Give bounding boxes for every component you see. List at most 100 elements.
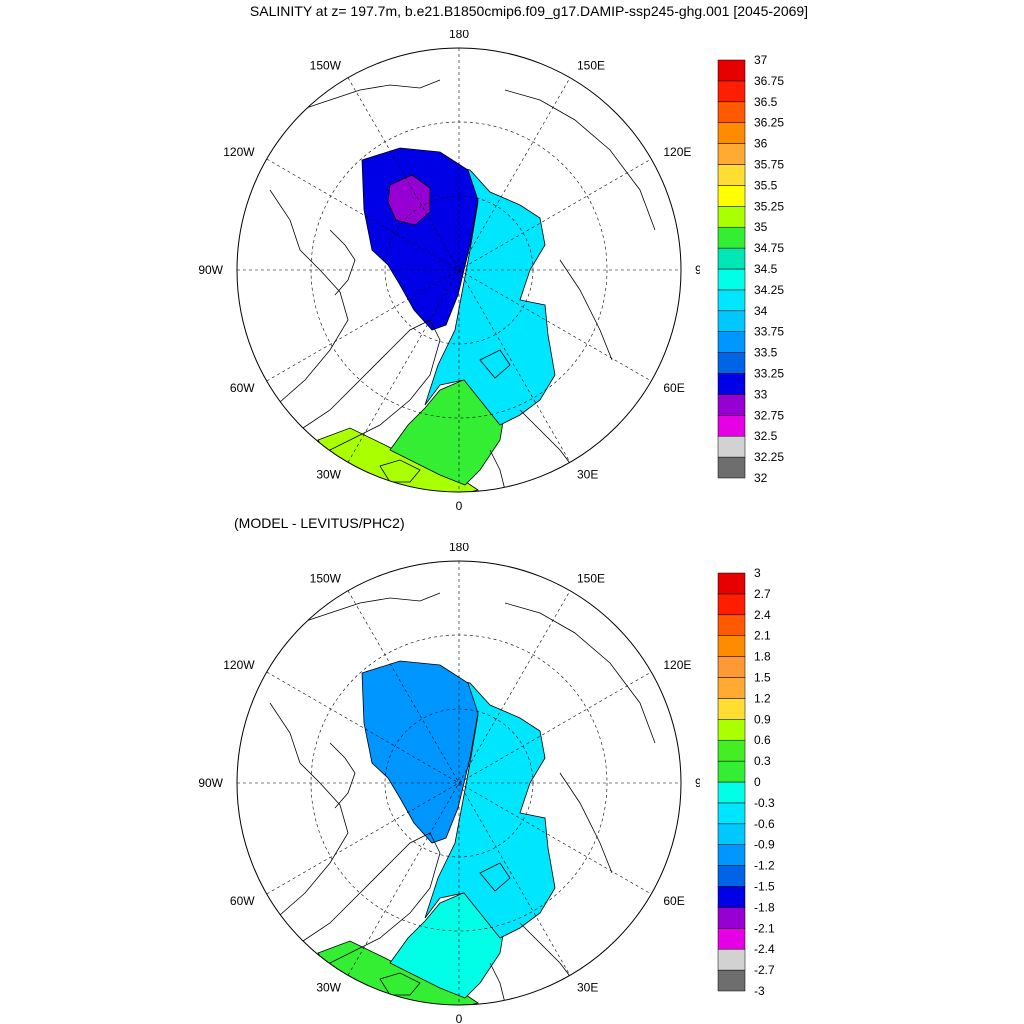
colorbar-swatch xyxy=(717,948,746,971)
lon-label-top: 180 xyxy=(449,543,469,554)
colorbar-tick-label: -3 xyxy=(754,984,765,998)
colorbar-tick-label: 35.5 xyxy=(754,178,778,192)
colorbar-tick-label: -1.8 xyxy=(754,900,775,914)
lon-label-bottom: 0 xyxy=(456,1012,463,1023)
colorbar-swatch xyxy=(717,572,746,595)
coastline xyxy=(264,189,349,421)
lon-label-bottom-left: 30W xyxy=(316,467,341,481)
colorbar-swatch xyxy=(717,331,746,353)
coastline xyxy=(329,742,356,809)
coastline xyxy=(299,592,441,624)
colorbar-swatch xyxy=(717,394,746,416)
chart-subtitle: (MODEL - LEVITUS/PHC2) xyxy=(234,515,405,531)
colorbar-swatch xyxy=(717,101,746,123)
coastline xyxy=(299,319,441,461)
colorbar-tick-label: 36 xyxy=(754,137,768,151)
lon-label-left: 90W xyxy=(198,263,223,277)
colorbar-tick-label: 1.8 xyxy=(754,650,771,664)
difference-polar-map: 180 150E 120E 90E 60E 30E 0 30W 60W 90W 120W 150W xyxy=(198,543,700,1023)
colorbar-tick-label: -2.4 xyxy=(754,942,775,956)
lon-label-upper-right: 120E xyxy=(663,145,691,159)
colorbar-tick-label: -2.7 xyxy=(754,963,775,977)
colorbar-tick-label: -2.1 xyxy=(754,921,775,935)
colorbar-swatch xyxy=(717,698,746,720)
salinity-colorbar: 32 32.25 32.5 32.75 33 33.25 33.5 33.75 34 34.25 3… xyxy=(717,53,784,485)
colorbar-tick-label: -1.5 xyxy=(754,880,775,894)
colorbar-swatch xyxy=(717,844,746,866)
lon-label-upper-left: 120W xyxy=(223,658,255,672)
lon-label-top: 180 xyxy=(449,30,469,41)
colorbar-swatch xyxy=(717,456,746,479)
colorbar-tick-label: 1.2 xyxy=(754,691,771,705)
lon-label-upper-right: 120E xyxy=(663,658,691,672)
colorbar-tick-label: 3 xyxy=(754,566,761,580)
colorbar-tick-label: 36.5 xyxy=(754,95,778,109)
coastline xyxy=(559,772,613,874)
lon-label-top-right: 150E xyxy=(577,59,605,73)
coastline xyxy=(489,962,506,1005)
colorbar-tick-label: 34 xyxy=(754,304,768,318)
colorbar-tick-label: 34.25 xyxy=(754,283,784,297)
colorbar-swatch xyxy=(717,739,746,762)
colorbar-tick-label: 0 xyxy=(754,775,761,789)
lon-label-lower-left: 60W xyxy=(230,894,255,908)
colorbar-tick-label: 34.75 xyxy=(754,241,784,255)
colorbar-swatch xyxy=(717,206,746,228)
colorbar-tick-label: 0.9 xyxy=(754,712,771,726)
colorbar-tick-label: 33.75 xyxy=(754,325,784,339)
coastline xyxy=(379,459,421,483)
region-canada-basin xyxy=(361,660,479,844)
map-boundary xyxy=(236,47,682,493)
colorbar-tick-label: 35.25 xyxy=(754,199,784,213)
colorbar-swatch xyxy=(717,593,746,616)
colorbar-tick-label: 36.75 xyxy=(754,74,784,88)
colorbar-swatch xyxy=(717,886,746,908)
colorbar-swatch xyxy=(717,865,746,887)
colorbar-swatch xyxy=(717,928,746,950)
colorbar-tick-label: 35.75 xyxy=(754,158,784,172)
lon-label-lower-left: 60W xyxy=(230,381,255,395)
colorbar-swatch xyxy=(717,164,746,186)
lon-label-upper-left: 120W xyxy=(223,145,255,159)
colorbar-tick-label: 32.75 xyxy=(754,408,784,422)
lon-label-bottom-left: 30W xyxy=(316,980,341,994)
colorbar-tick-label: 0.3 xyxy=(754,754,771,768)
coastline xyxy=(479,349,511,379)
lon-label-left: 90W xyxy=(198,776,223,790)
colorbar-tick-label: 33.5 xyxy=(754,346,778,360)
colorbar-tick-label: 36.25 xyxy=(754,116,784,130)
colorbar-swatch xyxy=(717,80,746,103)
colorbar-swatch xyxy=(717,719,746,741)
colorbar-swatch xyxy=(717,247,746,270)
colorbar-tick-label: 0.6 xyxy=(754,733,771,747)
colorbar-tick-label: 32.5 xyxy=(754,429,778,443)
meridian-line xyxy=(347,77,571,463)
colorbar-swatch xyxy=(717,59,746,82)
colorbar-tick-label: 2.1 xyxy=(754,629,771,643)
colorbar-tick-label: -0.3 xyxy=(754,796,775,810)
coastline xyxy=(504,602,656,744)
region-eurasian-basin xyxy=(424,677,556,939)
colorbar-swatch xyxy=(717,435,746,458)
coastline xyxy=(264,702,349,934)
colorbar-tick-label: 37 xyxy=(754,53,768,67)
colorbar-swatch xyxy=(717,802,746,825)
colorbar-swatch xyxy=(717,781,746,804)
lon-label-top-left: 150W xyxy=(310,572,342,586)
coastline xyxy=(379,972,421,996)
lon-label-right: 90E xyxy=(695,776,700,790)
colorbar-swatch xyxy=(717,907,746,929)
colorbar-tick-label: 1.5 xyxy=(754,671,771,685)
colorbar-swatch xyxy=(717,226,746,249)
colorbar-tick-label: -1.2 xyxy=(754,859,775,873)
colorbar-swatch xyxy=(717,289,746,312)
colorbar-tick-label: 32 xyxy=(754,471,768,485)
colorbar-tick-label: 32.25 xyxy=(754,450,784,464)
lon-label-lower-right: 60E xyxy=(663,381,684,395)
colorbar-tick-label: 35 xyxy=(754,220,768,234)
colorbar-swatch xyxy=(717,635,746,657)
coastline xyxy=(299,79,441,111)
colorbar-swatch xyxy=(717,677,746,699)
colorbar-tick-label: 2.4 xyxy=(754,608,771,622)
difference-colorbar: -3 -2.7 -2.4 -2.1 -1.8 -1.5 -1.2 -0.9 -0.6 -0.3 0 0… xyxy=(717,566,775,998)
